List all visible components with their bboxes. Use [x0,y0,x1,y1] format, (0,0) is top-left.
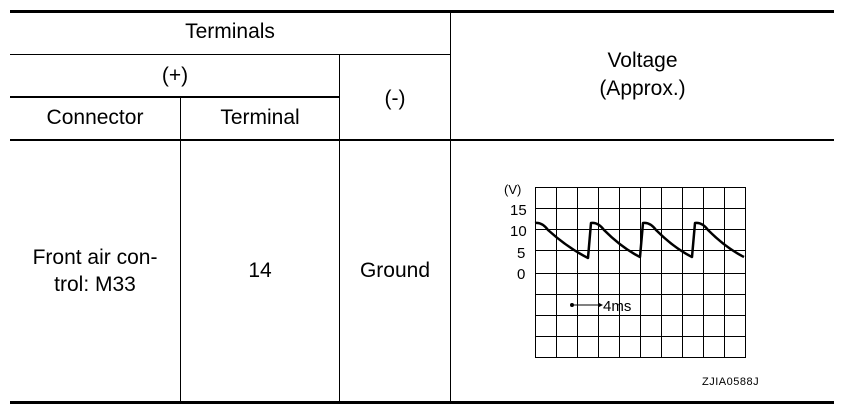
column-divider-connector [180,97,181,402]
divider-below-terminals [10,54,450,55]
voltage-trace [534,221,745,260]
waveform-ytick-5: 5 [517,245,525,262]
header-voltage-approx: (Approx.) [599,77,686,100]
waveform-ytick-0: 0 [517,266,525,283]
waveform-unit-label: (V) [504,182,521,197]
waveform-ytick-15: 15 [510,202,527,219]
column-divider-terminal [339,55,340,402]
column-divider-voltage [450,12,451,402]
divider-below-plus [10,96,340,98]
table-bottom-border [10,401,834,404]
table-top-border [10,10,834,13]
header-terminals: Terminals [185,20,275,43]
row-connector-line2: trol: M33 [54,273,136,296]
row-connector-line1: Front air con- [32,246,158,269]
header-connector: Connector [46,106,144,129]
voltage-waveform-figure: (V) 15 10 5 0 4ms [504,182,746,358]
waveform-grid [535,187,746,358]
waveform-ytick-10: 10 [510,223,527,240]
header-voltage: Voltage [607,49,678,72]
header-terminal: Terminal [220,106,300,129]
time-scale-label: 4ms [603,298,631,315]
header-minus: (-) [384,87,406,110]
figure-code: ZJIA0588J [702,376,760,388]
row-minus: Ground [359,259,431,282]
row-terminal: 14 [248,259,272,282]
header-plus: (+) [161,64,189,87]
time-scale-marker: 4ms [570,298,631,315]
header-bottom-border [10,139,834,141]
